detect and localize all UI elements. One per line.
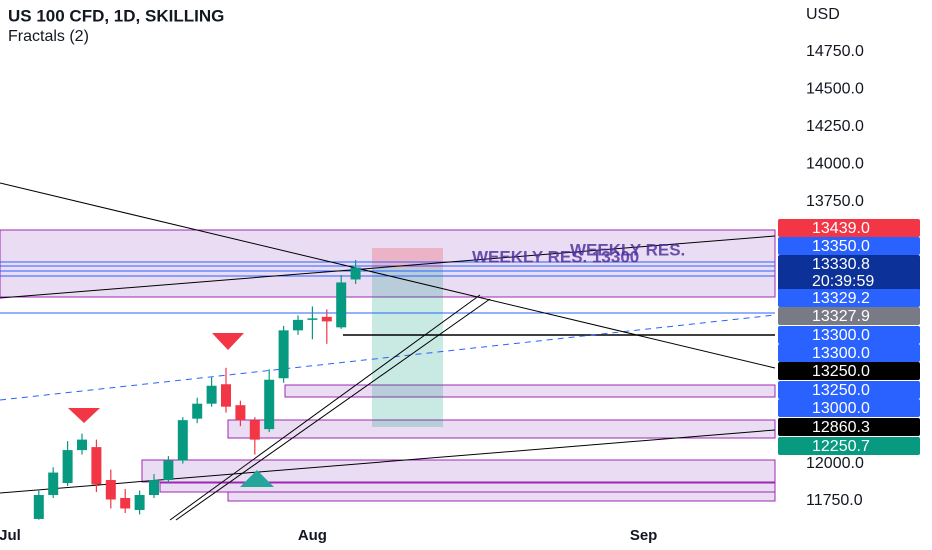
price-tag-label: 13327.9 <box>812 308 870 325</box>
countdown-label: 20:39:59 <box>812 273 874 290</box>
candle-body <box>278 330 289 379</box>
trend-line <box>0 314 776 401</box>
level-lines <box>0 261 775 314</box>
candle-body <box>336 282 347 328</box>
candle-body <box>91 447 102 485</box>
price-tag <box>778 307 920 325</box>
candle-body <box>249 420 260 440</box>
price-tag <box>778 418 920 436</box>
price-tag-label: 13439.0 <box>812 220 870 237</box>
trend-line <box>169 294 481 521</box>
candle-body <box>48 472 59 496</box>
candle-body <box>163 460 174 481</box>
y-tick-label: 14500.0 <box>806 81 864 98</box>
price-tag <box>778 326 920 344</box>
zone <box>141 459 776 483</box>
currency-label: USD <box>806 6 840 23</box>
candle-body <box>321 316 332 322</box>
position-stop <box>372 248 443 268</box>
indicator-label: Fractals (2) <box>8 28 89 45</box>
price-tag <box>778 381 920 399</box>
candle-body <box>149 480 159 496</box>
price-tag-label: 12250.7 <box>812 438 870 455</box>
trend-line <box>0 429 776 494</box>
fractal-down <box>212 333 244 350</box>
price-tag-label: 13300.0 <box>812 327 870 344</box>
y-tick-label: 14250.0 <box>806 118 864 135</box>
price-tag <box>778 255 920 291</box>
price-tag <box>778 399 920 417</box>
annotation: WEEKLY RES. <box>570 240 685 259</box>
candle-body <box>206 385 217 404</box>
y-tick-label: 11750.0 <box>806 492 863 509</box>
price-tag-label: 13330.8 <box>812 256 870 273</box>
candle-body <box>264 379 275 430</box>
fractal-up <box>240 470 274 487</box>
x-tick-label: Jul <box>0 527 21 544</box>
price-tag-label: 13000.0 <box>812 400 870 417</box>
trend-line <box>0 235 776 299</box>
candle-body <box>350 267 361 280</box>
x-tick-label: Sep <box>630 527 658 544</box>
candle-body <box>120 497 131 509</box>
drawings: WEEKLY RES. WEEKLY RES. 13300 <box>0 182 776 521</box>
trend-line <box>0 182 776 369</box>
zone <box>0 229 776 298</box>
candles <box>33 260 361 520</box>
candle-body <box>307 318 318 320</box>
price-tag-label: 13329.2 <box>812 290 870 307</box>
y-tick-label: 12000.0 <box>806 455 864 472</box>
trend-line <box>175 298 491 521</box>
price-tag <box>778 289 920 307</box>
zone <box>227 491 776 502</box>
price-tag-label: 13250.0 <box>812 363 870 380</box>
candle-body <box>293 319 303 331</box>
price-tag <box>778 344 920 362</box>
candle-body <box>134 495 145 510</box>
price-tag-label: 13250.0 <box>812 382 870 399</box>
y-tick-label: 14750.0 <box>806 43 864 60</box>
fractal-down <box>68 408 100 423</box>
price-tag-label: 12860.3 <box>812 419 870 436</box>
price-tag-label: 13350.0 <box>812 238 870 255</box>
price-tag <box>778 437 920 455</box>
price-tag-label: 13300.0 <box>812 345 870 362</box>
price-tag <box>778 237 920 255</box>
candle-body <box>62 450 73 484</box>
x-tick-label: Aug <box>298 527 327 544</box>
candle-body <box>33 495 44 519</box>
candle-body <box>192 403 203 419</box>
y-tick-label: 14000.0 <box>806 155 864 172</box>
zone <box>284 384 776 398</box>
candle-body <box>77 439 87 451</box>
candle-body <box>105 480 116 500</box>
chart-title: US 100 CFD, 1D, SKILLING <box>8 6 224 25</box>
zone <box>227 419 776 439</box>
candle-body <box>235 405 246 421</box>
trend-lines <box>0 182 776 521</box>
candle-body <box>221 384 231 407</box>
price-tag <box>778 362 920 380</box>
candle-body <box>177 420 188 461</box>
annotation: WEEKLY RES. 13300 <box>472 247 639 266</box>
price-tag <box>778 219 920 237</box>
y-tick-label: 13750.0 <box>806 193 864 210</box>
